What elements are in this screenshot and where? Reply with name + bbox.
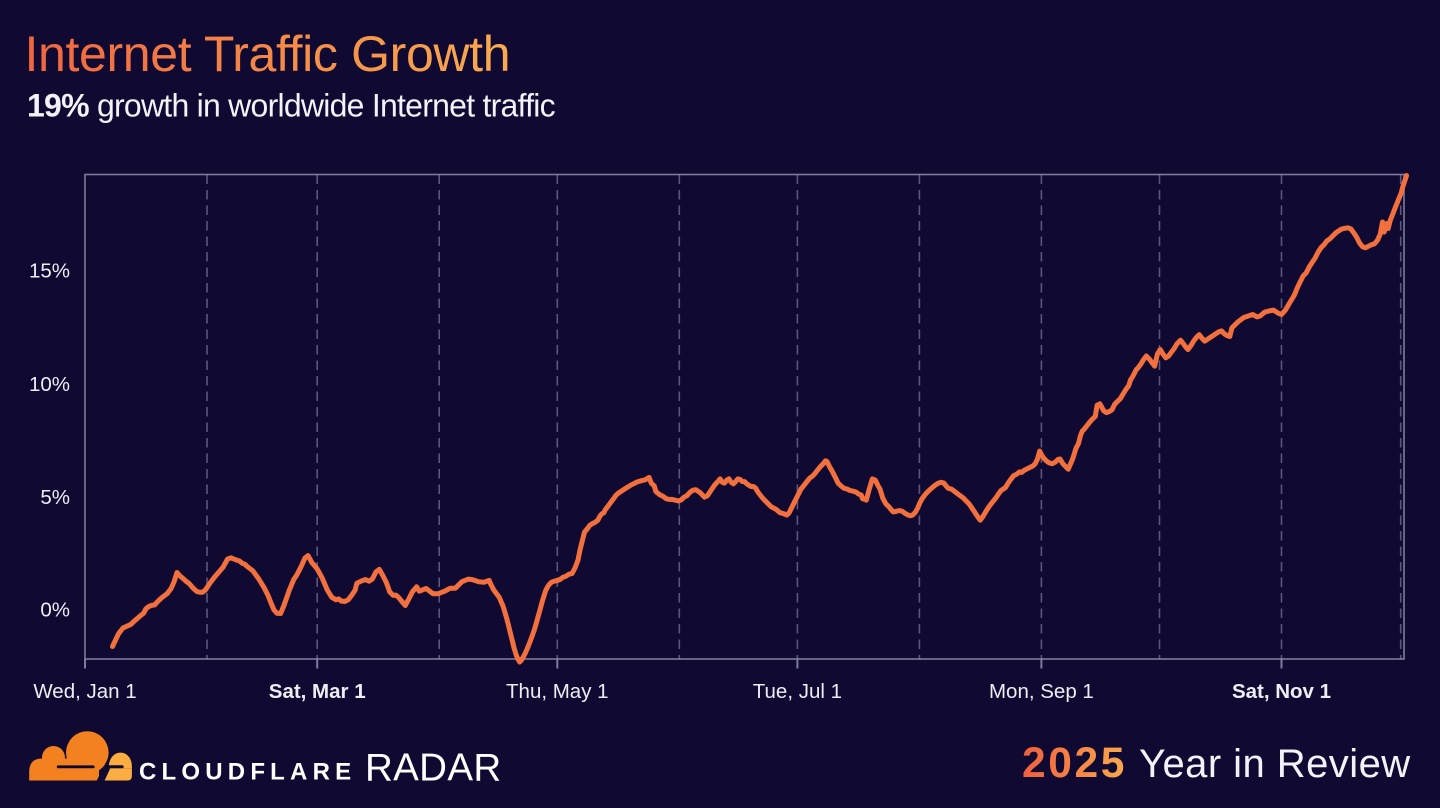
svg-text:0%: 0% <box>40 598 70 621</box>
svg-text:10%: 10% <box>29 373 70 396</box>
svg-text:Internet Traffic Growth: Internet Traffic Growth <box>25 26 511 82</box>
svg-text:5%: 5% <box>40 486 70 509</box>
svg-text:Wed, Jan 1: Wed, Jan 1 <box>33 680 136 703</box>
svg-text:RADAR: RADAR <box>365 747 502 790</box>
svg-text:CLOUDFLARE: CLOUDFLARE <box>139 759 356 786</box>
svg-text:15%: 15% <box>29 260 70 283</box>
svg-text:Thu, May 1: Thu, May 1 <box>506 680 609 703</box>
svg-text:Mon, Sep 1: Mon, Sep 1 <box>989 680 1094 703</box>
svg-text:Sat, Mar 1: Sat, Mar 1 <box>269 680 366 703</box>
svg-text:19% growth in worldwide Intern: 19% growth in worldwide Internet traffic <box>27 88 556 124</box>
svg-text:Year in Review: Year in Review <box>1139 742 1411 786</box>
svg-text:Tue, Jul 1: Tue, Jul 1 <box>753 680 842 703</box>
svg-text:2025: 2025 <box>1022 740 1127 787</box>
svg-text:Sat, Nov 1: Sat, Nov 1 <box>1232 680 1331 703</box>
